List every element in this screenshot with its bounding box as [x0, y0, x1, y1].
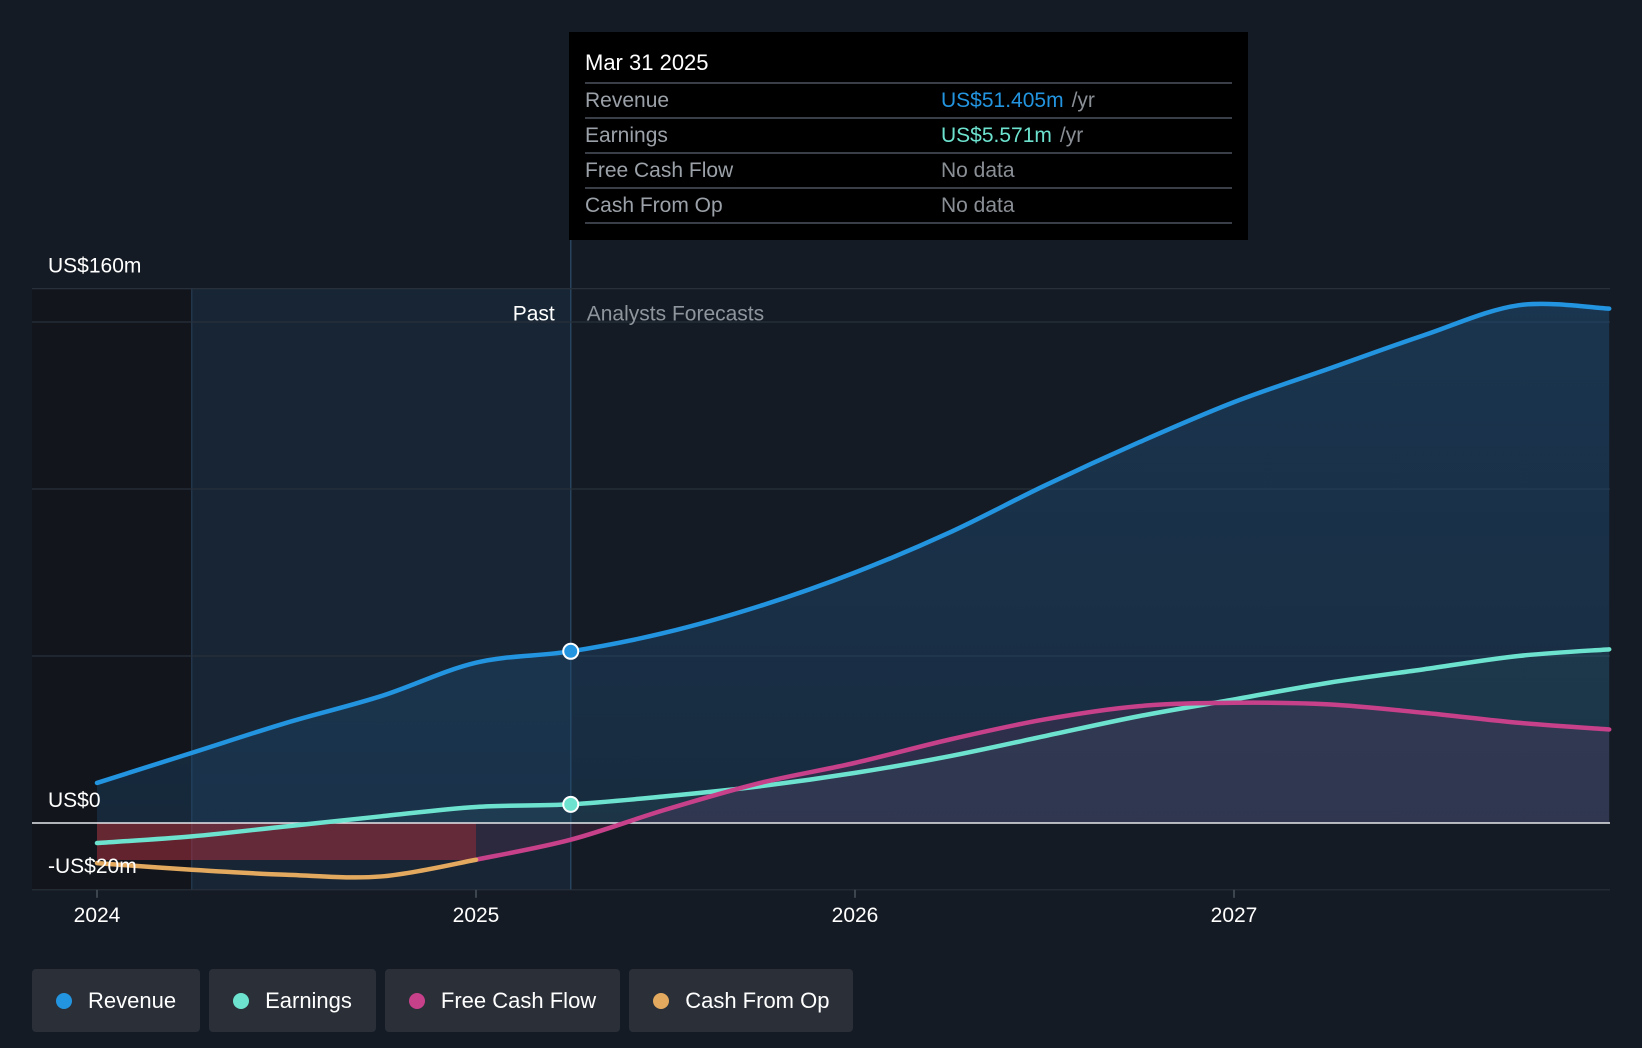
- tooltip-row-revenue: Revenue US$51.405m /yr: [585, 84, 1232, 119]
- tooltip: Mar 31 2025 Revenue US$51.405m /yr Earni…: [569, 32, 1248, 240]
- tooltip-value: US$51.405m: [941, 89, 1064, 112]
- chart: US$160m US$0 -US$20m Past Analysts Forecasts…: [32, 240, 1612, 927]
- legend-item-revenue[interactable]: Revenue: [32, 969, 201, 1032]
- tooltip-label: Revenue: [585, 89, 670, 112]
- forecast-label: Analysts Forecasts: [587, 303, 764, 326]
- x-tick-label: 2027: [1211, 904, 1258, 927]
- tooltip-value: No data: [941, 159, 1015, 182]
- y-tick-label: US$160m: [48, 255, 141, 278]
- earnings-dot-icon: [233, 992, 250, 1009]
- x-tick-label: 2025: [453, 904, 500, 927]
- legend-item-cash-from-op[interactable]: Cash From Op: [629, 969, 854, 1032]
- tooltip-value: US$5.571m: [941, 124, 1052, 147]
- legend-label: Cash From Op: [685, 987, 830, 1013]
- x-tick-label: 2024: [74, 904, 121, 927]
- revenue-area: [97, 303, 1610, 824]
- negative-earnings-region: [97, 823, 476, 860]
- legend: Revenue Earnings Free Cash Flow Cash Fro…: [32, 969, 854, 1032]
- tooltip-unit: /yr: [1071, 89, 1095, 112]
- past-label: Past: [513, 303, 555, 326]
- revenue-line: [94, 301, 1612, 786]
- tooltip-row-cash-from-op: Cash From Op No data: [585, 189, 1232, 224]
- y-tick-label: -US$20m: [48, 855, 137, 878]
- legend-label: Free Cash Flow: [440, 987, 597, 1013]
- cash-from-op-dot-icon: [653, 992, 670, 1009]
- earnings-line: [94, 647, 1612, 846]
- revenue-marker: [562, 642, 580, 660]
- tooltip-value: No data: [941, 194, 1015, 217]
- earnings-area: [97, 649, 1610, 844]
- free-cash-flow-dot-icon: [408, 992, 425, 1009]
- tooltip-row-free-cash-flow: Free Cash Flow No data: [585, 154, 1232, 189]
- tooltip-row-earnings: Earnings US$5.571m /yr: [585, 119, 1232, 154]
- x-tick-label: 2026: [832, 904, 879, 927]
- free-cash-flow-area: [476, 702, 1610, 860]
- tooltip-label: Free Cash Flow: [585, 159, 734, 182]
- earnings-marker: [562, 795, 580, 813]
- legend-item-free-cash-flow[interactable]: Free Cash Flow: [384, 969, 621, 1032]
- legend-label: Earnings: [265, 987, 352, 1013]
- revenue-dot-icon: [56, 992, 72, 1009]
- tooltip-label: Earnings: [585, 124, 668, 147]
- cash-from-op-line: [94, 857, 479, 880]
- tooltip-unit: /yr: [1059, 124, 1084, 147]
- tooltip-label: Cash From Op: [585, 194, 723, 217]
- tooltip-date: Mar 31 2025: [585, 44, 1232, 84]
- legend-label: Revenue: [88, 987, 177, 1013]
- y-tick-label: US$0: [48, 789, 101, 812]
- legend-item-earnings[interactable]: Earnings: [209, 969, 376, 1032]
- free-cash-flow-line: [473, 700, 1612, 862]
